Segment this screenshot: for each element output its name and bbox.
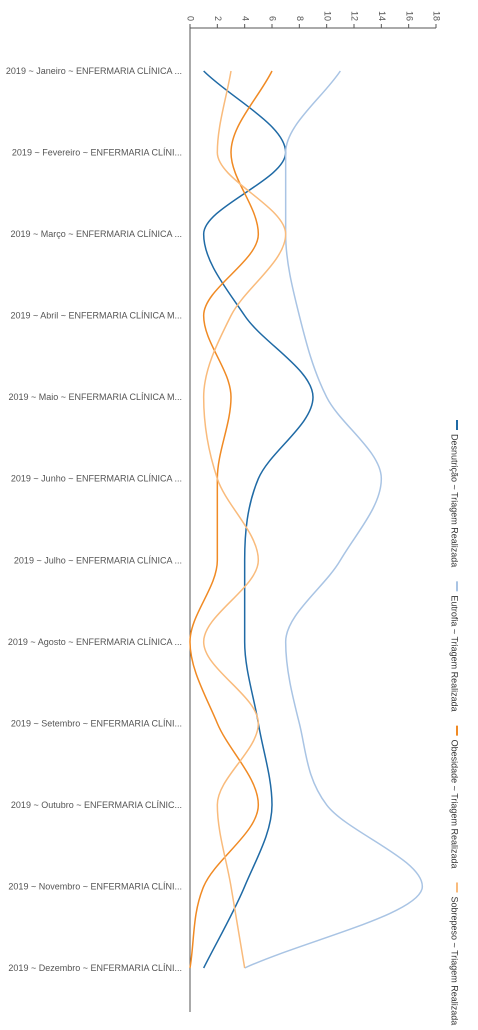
value-tick-label: 16 xyxy=(404,11,414,21)
category-label: 2019 ~ Junho ~ ENFERMARIA CLÍNICA ... xyxy=(11,474,182,484)
series-line-4 xyxy=(202,70,287,969)
legend-label: Eutrofia ~ Triagem Realizada xyxy=(450,595,460,711)
category-label: 2019 ~ Novembro ~ ENFERMARIA CLÍNI... xyxy=(8,881,182,891)
legend-item-3[interactable]: Obesidade ~ Triagem Realizada xyxy=(450,725,460,869)
series-line-2 xyxy=(244,70,424,969)
category-label: 2019 ~ Janeiro ~ ENFERMARIA CLÍNICA ... xyxy=(6,66,182,76)
legend-item-1[interactable]: Desnutrição ~ Triagem Realizada xyxy=(450,420,460,567)
series-line-3 xyxy=(189,70,273,969)
legend-label: Desnutrição ~ Triagem Realizada xyxy=(450,434,460,567)
legend-item-4[interactable]: Sobrepeso ~ Triagem Realizada xyxy=(450,882,460,1025)
value-tick-label: 8 xyxy=(295,16,305,21)
legend-label: Sobrepeso ~ Triagem Realizada xyxy=(450,896,460,1025)
series-lines xyxy=(189,70,424,969)
value-tick-label: 12 xyxy=(350,11,360,21)
category-labels: 2019 ~ Janeiro ~ ENFERMARIA CLÍNICA ... 2… xyxy=(6,66,182,973)
series-line-1 xyxy=(202,70,314,969)
value-tick-label: 14 xyxy=(377,11,387,21)
category-label: 2019 ~ Fevereiro ~ ENFERMARIA CLÍNI... xyxy=(12,148,182,158)
value-tick-label: 10 xyxy=(322,11,332,21)
category-label: 2019 ~ Dezembro ~ ENFERMARIA CLÍNI... xyxy=(8,963,182,973)
value-tick-label: 2 xyxy=(213,16,223,21)
legend-label: Obesidade ~ Triagem Realizada xyxy=(450,740,460,869)
category-label: 2019 ~ Março ~ ENFERMARIA CLÍNICA ... xyxy=(10,229,182,239)
legend-item-2[interactable]: Eutrofia ~ Triagem Realizada xyxy=(450,581,460,712)
category-label: 2019 ~ Abril ~ ENFERMARIA CLÍNICA M... xyxy=(10,311,182,321)
category-label: 2019 ~ Outubro ~ ENFERMARIA CLÍNIC... xyxy=(11,800,182,810)
value-tick-label: 6 xyxy=(268,16,278,21)
category-label: 2019 ~ Maio ~ ENFERMARIA CLÍNICA M... xyxy=(8,392,182,402)
category-label: 2019 ~ Julho ~ ENFERMARIA CLÍNICA ... xyxy=(14,555,182,565)
category-label: 2019 ~ Setembro ~ ENFERMARIA CLÍNI... xyxy=(11,718,182,728)
value-tick-label: 0 xyxy=(186,16,196,21)
category-label: 2019 ~ Agosto ~ ENFERMARIA CLÍNICA ... xyxy=(8,637,182,647)
value-axis-ticks: 0 2 4 6 8 10 12 14 16 18 xyxy=(186,11,442,28)
legend[interactable]: Desnutrição ~ Triagem Realizada Eutrofia … xyxy=(450,420,460,1025)
value-tick-label: 18 xyxy=(432,11,442,21)
value-tick-label: 4 xyxy=(240,16,250,21)
